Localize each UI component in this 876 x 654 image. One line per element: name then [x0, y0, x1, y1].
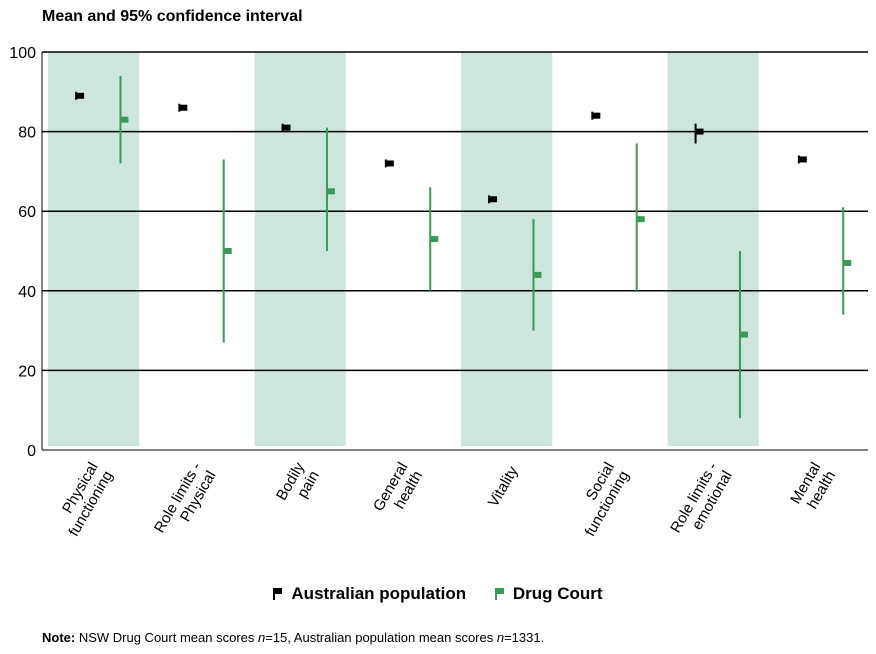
mean-marker-1-6 [739, 331, 748, 338]
note-text-c: =1331. [504, 630, 545, 645]
mean-marker-1-4 [533, 271, 542, 278]
category-label-3: Generalhealth [370, 460, 426, 523]
legend-label-australian: Australian population [291, 584, 467, 603]
shaded-bands [48, 52, 759, 446]
legend-item-drug-court: Drug Court [494, 584, 603, 604]
gridlines [41, 51, 868, 451]
category-label-4: Vitality [485, 463, 522, 510]
mean-marker-0-4 [489, 196, 498, 203]
shaded-band-4 [461, 52, 553, 446]
mean-marker-0-2 [282, 124, 291, 131]
mean-marker-1-3 [430, 236, 439, 243]
note-text-a: NSW Drug Court mean scores [75, 630, 258, 645]
mean-marker-1-7 [843, 259, 852, 266]
category-label-7: Mentalhealth [787, 460, 839, 516]
y-tick-label-80: 80 [18, 125, 36, 142]
category-label-5: Socialfunctioning [567, 460, 633, 540]
y-tick-label-20: 20 [18, 363, 36, 380]
y-tick-label-100: 100 [9, 45, 36, 62]
category-labels: Physicalfunctioning Role limits -Physical… [51, 459, 839, 544]
mean-marker-0-6 [695, 128, 704, 135]
chart-title: Mean and 95% confidence interval [42, 8, 303, 25]
shaded-band-0 [48, 52, 140, 446]
mean-marker-0-0 [76, 92, 85, 99]
note-text-b: =15, Australian population mean scores [265, 630, 497, 645]
mean-marker-1-1 [223, 248, 232, 254]
chart-plot: 0 20 40 60 80 100 Physicalfunctioning Role lim… [9, 45, 868, 544]
y-tick-label-60: 60 [18, 204, 36, 221]
category-label-6: Role limits -emotional [667, 459, 736, 544]
shaded-band-6 [667, 52, 759, 446]
category-label-line: Vitality [485, 463, 522, 510]
category-label-2: Bodilypain [273, 459, 323, 512]
mean-marker-0-3 [385, 160, 394, 167]
legend-item-australian: Australian population [273, 584, 466, 604]
footnote: Note: NSW Drug Court mean scores n=15, A… [42, 630, 544, 645]
note-label: Note: [42, 630, 76, 645]
drug-court-marker-icon [494, 588, 505, 600]
mean-marker-0-5 [592, 112, 601, 119]
shaded-band-2 [254, 52, 346, 446]
australian-marker-icon [273, 588, 283, 600]
y-tick-label-40: 40 [18, 284, 36, 301]
series-marks [75, 75, 852, 419]
note-n2: n [496, 630, 505, 645]
y-tick-label-0: 0 [27, 443, 36, 460]
mean-marker-1-5 [636, 216, 645, 223]
legend: Australian population Drug Court [0, 584, 876, 605]
category-label-1: Role limits -Physical [151, 459, 220, 544]
note-n1: n [258, 630, 266, 645]
legend-label-drug-court: Drug Court [512, 584, 603, 603]
mean-marker-1-0 [120, 116, 129, 123]
y-tick-labels: 0 20 40 60 80 100 [9, 45, 36, 460]
category-label-0: Physicalfunctioning [51, 460, 117, 540]
mean-marker-0-1 [179, 104, 188, 111]
mean-marker-0-7 [798, 156, 807, 163]
mean-marker-1-2 [326, 188, 335, 195]
